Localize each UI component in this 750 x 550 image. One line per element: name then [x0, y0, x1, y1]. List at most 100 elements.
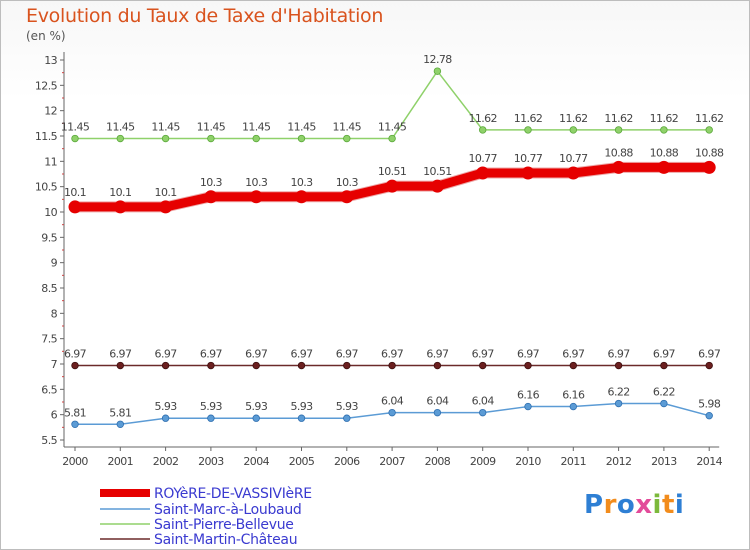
data-point	[297, 134, 306, 143]
data-point	[612, 160, 626, 174]
logo-letter: o	[616, 490, 636, 520]
data-label: 10.3	[336, 176, 359, 189]
data-point	[343, 134, 351, 143]
data-label: 6.97	[608, 348, 631, 361]
logo-letter: x	[635, 490, 653, 520]
data-label: 10.77	[468, 152, 497, 165]
data-point	[479, 126, 487, 134]
x-tick-label: 2004	[243, 455, 269, 468]
data-point	[479, 361, 487, 370]
x-tick-label: 2002	[153, 455, 179, 468]
data-label: 6.97	[200, 348, 223, 361]
y-tick-label: 8	[51, 307, 58, 320]
data-point	[388, 134, 396, 143]
data-label: 6.97	[517, 348, 540, 361]
data-point	[116, 420, 124, 428]
data-label: 11.45	[333, 121, 362, 134]
data-label: 6.97	[109, 348, 132, 361]
logo-letter: i	[652, 490, 662, 520]
data-point	[113, 200, 127, 214]
data-label: 6.97	[698, 348, 721, 361]
data-label: 5.81	[109, 406, 131, 419]
data-label: 6.97	[336, 348, 359, 361]
data-label: 11.45	[287, 121, 316, 134]
data-label: 10.1	[155, 186, 177, 199]
data-point	[702, 160, 716, 174]
data-label: 5.93	[245, 400, 268, 413]
legend-label: Saint-Martin-Château	[154, 532, 297, 548]
data-label: 10.77	[559, 152, 588, 165]
x-tick-label: 2011	[560, 455, 586, 468]
data-point	[479, 408, 487, 417]
y-tick-label: 8.5	[41, 282, 57, 295]
data-point	[705, 126, 713, 134]
data-label: 6.97	[381, 348, 404, 361]
data-label: 6.97	[155, 348, 178, 361]
chart-title: Evolution du Taux de Taxe d'Habitation	[26, 5, 384, 27]
data-point	[614, 361, 623, 370]
data-point	[660, 399, 668, 408]
data-label: 6.16	[562, 389, 585, 402]
y-tick-label: 12.5	[35, 79, 58, 92]
data-point	[388, 361, 396, 370]
proxiti-logo: Proxiti	[584, 490, 684, 520]
legend-label: Saint-Marc-à-Loubaud	[154, 502, 301, 518]
y-tick-label: 5.5	[41, 434, 57, 447]
x-tick-label: 2012	[606, 455, 632, 468]
data-label: 5.93	[336, 400, 359, 413]
y-tick-label: 13	[44, 54, 57, 67]
data-point	[71, 361, 79, 370]
legend-label: ROYèRE-DE-VASSIVIèRE	[154, 486, 312, 502]
data-label: 6.22	[653, 386, 675, 399]
data-point	[524, 361, 532, 370]
data-point	[161, 414, 170, 422]
data-point	[116, 134, 124, 143]
data-point	[388, 408, 396, 417]
data-label: 6.97	[290, 348, 313, 361]
data-point	[207, 414, 215, 422]
data-point	[433, 408, 442, 417]
y-tick-label: 11	[44, 155, 57, 168]
y-tick-label: 10.5	[35, 181, 58, 194]
y-tick-label: 9	[51, 257, 58, 270]
data-point	[207, 134, 215, 143]
data-label: 10.51	[423, 165, 452, 178]
x-tick-label: 2014	[696, 455, 722, 468]
data-label: 10.88	[695, 146, 724, 159]
data-point	[297, 414, 306, 422]
data-label: 10.3	[290, 176, 313, 189]
data-point	[204, 190, 218, 204]
data-label: 5.93	[290, 400, 313, 413]
x-tick-label: 2005	[289, 455, 315, 468]
data-label: 5.93	[200, 400, 223, 413]
data-label: 12.78	[423, 53, 452, 66]
data-point	[71, 134, 79, 143]
y-tick-label: 9.5	[41, 231, 57, 244]
data-point	[343, 414, 351, 422]
data-label: 11.45	[106, 121, 135, 134]
data-point	[614, 399, 623, 408]
data-label: 6.97	[426, 348, 449, 361]
data-label: 10.1	[64, 186, 86, 199]
data-label: 6.04	[381, 395, 404, 408]
x-tick-label: 2003	[198, 455, 224, 468]
logo-letter: i	[674, 490, 685, 520]
data-point	[433, 361, 442, 370]
data-label: 10.77	[514, 152, 543, 165]
data-label: 6.97	[64, 348, 87, 361]
data-point	[566, 166, 580, 180]
x-tick-label: 2010	[515, 455, 541, 468]
data-label: 10.51	[378, 165, 407, 178]
x-tick-label: 2008	[425, 455, 451, 468]
data-point	[116, 361, 124, 370]
data-label: 11.45	[242, 121, 271, 134]
logo-letter: P	[584, 490, 604, 520]
data-label: 6.97	[245, 348, 268, 361]
data-label: 6.97	[472, 348, 495, 361]
data-label: 6.04	[426, 395, 449, 408]
data-point	[161, 361, 170, 370]
data-label: 6.16	[517, 389, 540, 402]
data-point	[161, 134, 170, 143]
data-point	[252, 134, 260, 143]
